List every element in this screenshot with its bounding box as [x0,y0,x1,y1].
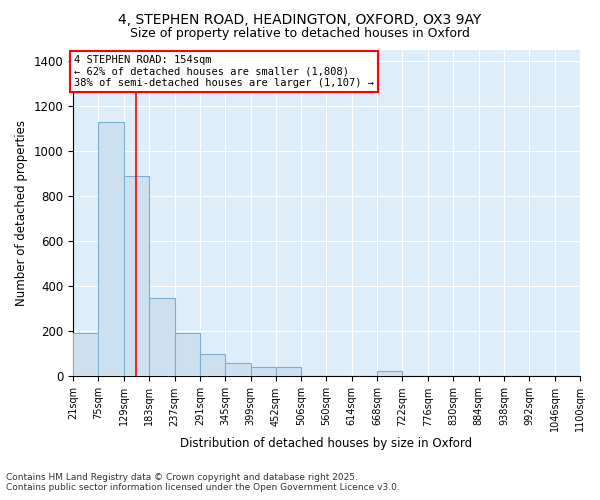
Text: 4 STEPHEN ROAD: 154sqm
← 62% of detached houses are smaller (1,808)
38% of semi-: 4 STEPHEN ROAD: 154sqm ← 62% of detached… [74,55,374,88]
Bar [73,332,98,376]
Text: Size of property relative to detached houses in Oxford: Size of property relative to detached ho… [130,28,470,40]
Bar [149,298,175,376]
Bar [251,368,275,376]
Bar [225,363,251,376]
Bar [275,368,301,376]
Text: 4, STEPHEN ROAD, HEADINGTON, OXFORD, OX3 9AY: 4, STEPHEN ROAD, HEADINGTON, OXFORD, OX3… [118,12,482,26]
Bar [124,176,149,376]
X-axis label: Distribution of detached houses by size in Oxford: Distribution of detached houses by size … [181,437,473,450]
Y-axis label: Number of detached properties: Number of detached properties [15,120,28,306]
Bar [98,122,124,376]
Text: Contains HM Land Registry data © Crown copyright and database right 2025.
Contai: Contains HM Land Registry data © Crown c… [6,473,400,492]
Bar [175,332,200,376]
Bar [377,371,403,376]
Bar [200,354,225,376]
